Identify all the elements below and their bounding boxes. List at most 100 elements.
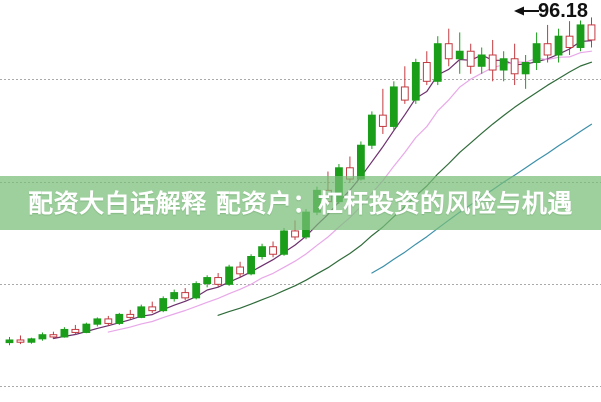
candlestick: [455, 32, 464, 74]
candlestick: [400, 66, 409, 104]
candle-body: [466, 50, 475, 67]
candle-body: [565, 35, 574, 48]
candlestick: [192, 281, 201, 300]
candle-body: [488, 54, 497, 71]
candle-body: [280, 230, 288, 255]
candlestick: [5, 336, 14, 346]
candlestick: [93, 317, 102, 327]
candlestick: [181, 288, 190, 301]
candle-body: [225, 266, 234, 285]
candlestick: [104, 315, 113, 326]
candlestick: [554, 28, 563, 63]
candlestick: [115, 312, 124, 325]
candlestick: [82, 322, 91, 334]
candlestick: [137, 304, 146, 319]
candle-body: [104, 318, 113, 324]
candle-body: [137, 306, 146, 318]
price-arrow-icon: [514, 6, 539, 16]
candle-body: [389, 86, 398, 127]
candlestick: [214, 273, 223, 287]
candle-body: [576, 24, 585, 48]
candle-body: [236, 266, 245, 275]
candlestick: [510, 43, 519, 86]
candlestick: [532, 32, 541, 71]
candle-body: [214, 277, 223, 285]
candlestick: [258, 243, 266, 260]
candle-body: [16, 339, 25, 343]
candle-body: [181, 292, 190, 299]
candle-body: [269, 246, 277, 255]
candle-body: [554, 35, 563, 56]
candlestick: [433, 36, 442, 86]
candle-body: [192, 283, 201, 299]
candle-body: [71, 328, 80, 333]
candlestick: [247, 254, 255, 276]
candle-body: [148, 306, 157, 312]
candle-body: [543, 43, 552, 56]
candle-body: [510, 58, 519, 75]
candlestick: [587, 17, 596, 48]
candle-body: [477, 54, 486, 67]
candle-body: [49, 334, 58, 338]
candlestick: [71, 324, 80, 335]
candlestick: [269, 241, 277, 258]
candlestick: [411, 58, 420, 104]
candlestick: [225, 264, 234, 286]
candlestick: [565, 21, 574, 55]
candle-body: [93, 318, 102, 325]
candle-body: [291, 230, 299, 238]
candle-body: [499, 58, 508, 71]
candle-body: [115, 313, 124, 324]
candle-body: [38, 334, 47, 340]
candlestick: [499, 51, 508, 82]
candlestick: [16, 335, 25, 345]
gridlines-group: [0, 79, 601, 387]
candlestick: [466, 43, 475, 74]
headline-overlay-band: 配资大白话解释 配资户：杠杆投资的风险与机遇: [0, 176, 601, 230]
candle-body: [159, 298, 168, 312]
candlestick: [236, 261, 245, 277]
candlestick: [444, 28, 453, 67]
candlestick: [280, 227, 288, 256]
candlestick: [170, 289, 179, 302]
candle-body: [521, 62, 530, 75]
candlestick: [126, 309, 135, 319]
candle-body: [5, 339, 14, 344]
candle-body: [411, 62, 420, 101]
candle-body: [356, 144, 365, 180]
candle-body: [532, 43, 541, 64]
candle-body: [258, 246, 266, 258]
arrow-head: [514, 6, 524, 16]
candlestick: [49, 331, 58, 339]
candle-body: [433, 43, 442, 82]
candlestick: [38, 332, 47, 341]
candle-body: [126, 313, 135, 318]
candle-body: [170, 292, 179, 300]
candle-body: [203, 277, 212, 285]
candlestick: [488, 39, 497, 82]
candlestick: [378, 88, 387, 134]
candlestick: [543, 24, 552, 63]
candlestick: [159, 296, 168, 313]
candlestick: [148, 301, 157, 313]
candle-body: [378, 114, 387, 127]
candlestick: [576, 20, 585, 52]
candle-body: [400, 86, 409, 101]
candle-body: [82, 323, 91, 333]
candlestick: [203, 275, 212, 288]
candlestick: [477, 47, 486, 74]
candlesticks-group: [5, 17, 596, 346]
candle-body: [247, 256, 255, 275]
candle-body: [444, 43, 453, 60]
candle-body: [587, 24, 596, 41]
candlestick: [521, 54, 530, 89]
candle-body: [422, 62, 431, 82]
candle-body: [60, 328, 69, 338]
candle-body: [367, 114, 376, 146]
candlestick: [356, 141, 365, 181]
candlestick: [367, 111, 376, 149]
candle-body: [27, 338, 36, 343]
candle-body: [455, 50, 464, 60]
candlestick: [389, 81, 398, 131]
